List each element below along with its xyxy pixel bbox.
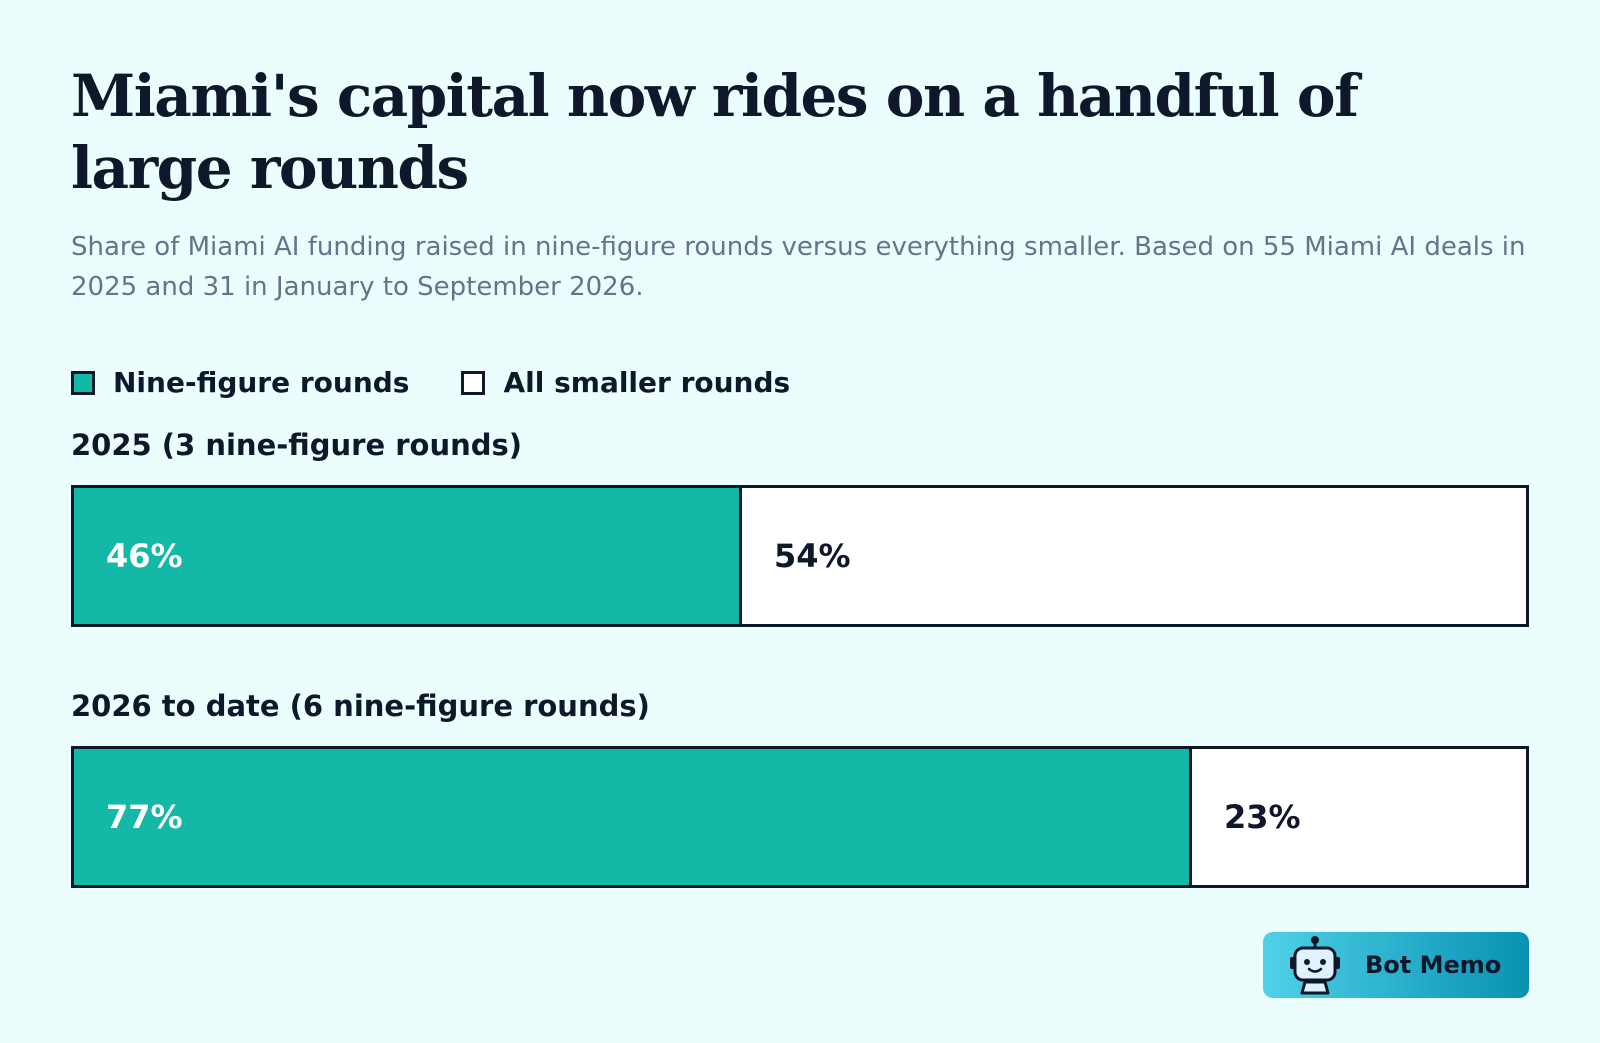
robot-icon [1290, 936, 1340, 995]
category-label-2025: 2025 (3 nine-figure rounds) [71, 428, 523, 462]
data-label-2025-nine-figure: 46% [106, 537, 183, 575]
bar-2026: 77% 23% [71, 746, 1529, 888]
brand-badge: Bot Memo [1263, 932, 1529, 998]
category-label-2026: 2026 to date (6 nine-figure rounds) [71, 689, 650, 723]
legend-item-nine-figure: Nine-figure rounds [71, 366, 409, 399]
data-label-2026-nine-figure: 77% [106, 798, 183, 836]
chart-title: Miami's capital now rides on a handful o… [71, 62, 1359, 202]
legend-swatch-nine-figure [71, 370, 95, 395]
brand-name: Bot Memo [1365, 951, 1502, 979]
bar-segment-2026-smaller: 23% [1192, 749, 1526, 885]
legend: Nine-figure rounds All smaller rounds [71, 366, 842, 399]
data-label-2025-smaller: 54% [774, 537, 851, 575]
bar-2025: 46% 54% [71, 485, 1529, 627]
legend-item-smaller: All smaller rounds [461, 366, 790, 399]
legend-label-smaller: All smaller rounds [503, 366, 791, 399]
legend-label-nine-figure: Nine-figure rounds [113, 366, 410, 399]
bar-segment-2025-nine-figure: 46% [74, 488, 742, 624]
bar-segment-2025-smaller: 54% [742, 488, 1526, 624]
legend-swatch-smaller [461, 370, 486, 395]
bar-segment-2026-nine-figure: 77% [74, 749, 1192, 885]
chart-subtitle: Share of Miami AI funding raised in nine… [71, 232, 1526, 302]
data-label-2026-smaller: 23% [1224, 798, 1301, 836]
